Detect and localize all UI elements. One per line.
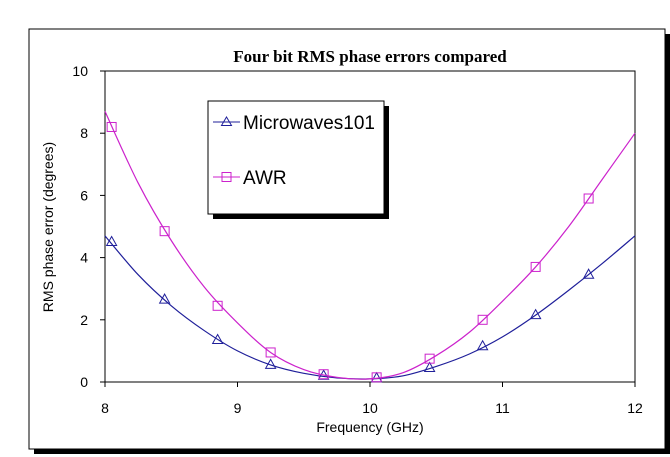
y-tick-label: 10	[72, 63, 88, 79]
data-point-awr	[318, 369, 329, 380]
legend-marker-square	[221, 172, 232, 182]
data-point-awr	[477, 314, 488, 325]
data-point-microwaves101	[211, 333, 224, 345]
data-point-awr	[371, 372, 382, 383]
data-point-microwaves101	[105, 235, 118, 247]
legend-box	[207, 100, 385, 215]
y-tick-label: 4	[80, 250, 88, 266]
legend-label-microwaves101: Microwaves101	[243, 113, 375, 134]
data-point-awr	[212, 300, 223, 311]
data-point-awr	[583, 193, 594, 204]
x-tick-label: 10	[362, 400, 378, 416]
x-tick-label: 11	[495, 400, 510, 416]
data-point-microwaves101	[264, 358, 277, 369]
y-tick-label: 6	[80, 187, 88, 203]
tick-marks	[100, 70, 636, 387]
data-point-awr	[265, 347, 276, 358]
series-line-awr	[104, 111, 636, 380]
data-point-microwaves101	[529, 308, 542, 320]
x-tick-labels: 8 9 10 11 12	[101, 400, 643, 416]
x-tick-label: 12	[627, 400, 643, 416]
data-point-awr	[159, 226, 170, 237]
y-tick-labels: 0 2 4 6 8 10	[72, 63, 88, 390]
x-tick-label: 9	[234, 400, 242, 416]
legend-label-awr: AWR	[243, 168, 287, 189]
data-point-awr	[424, 353, 435, 364]
y-tick-label: 0	[80, 374, 88, 390]
data-point-microwaves101	[582, 268, 595, 279]
y-tick-label: 8	[80, 125, 88, 141]
series-layer	[104, 111, 636, 383]
legend-marker-triangle	[220, 116, 233, 126]
legend: Microwaves101 AWR	[207, 100, 389, 219]
y-axis-title: RMS phase error (degrees)	[40, 142, 56, 312]
data-point-microwaves101	[476, 339, 489, 351]
data-point-microwaves101	[158, 293, 171, 304]
chart-title: Four bit RMS phase errors compared	[233, 47, 507, 66]
data-point-microwaves101	[423, 361, 436, 373]
y-tick-label: 2	[80, 312, 88, 328]
data-point-awr	[106, 121, 117, 132]
x-tick-label: 8	[101, 400, 109, 416]
data-point-awr	[530, 261, 541, 272]
x-axis-title: Frequency (GHz)	[316, 419, 423, 435]
